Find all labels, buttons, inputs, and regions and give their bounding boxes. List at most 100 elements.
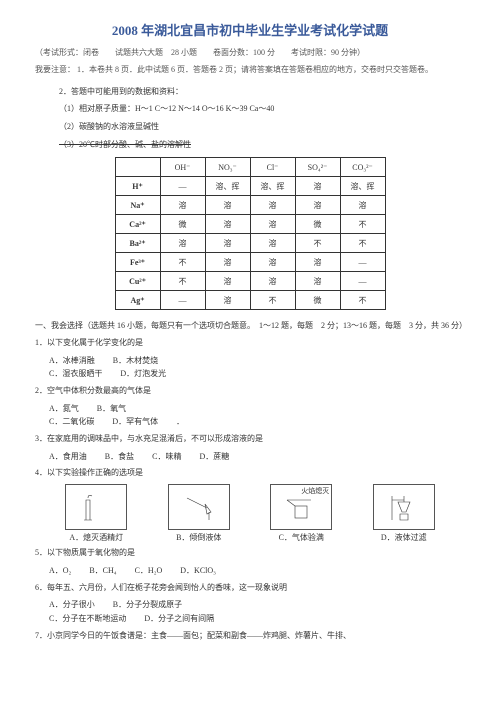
table-cell: 溶、挥 (205, 177, 250, 196)
table-cell: 溶 (295, 177, 340, 196)
q2-d: D．罕有气体 (112, 415, 158, 429)
table-cell: 溶 (205, 215, 250, 234)
table-cell: 溶、挥 (250, 177, 295, 196)
table-cell: 不 (295, 234, 340, 253)
q2-c: C．二氧化碳 (49, 415, 94, 429)
table-cell: 不 (340, 234, 385, 253)
table-header: OH⁻ (160, 158, 205, 177)
q4-img-c: 火焰熄灭 (270, 484, 332, 530)
q4: 4．以下实验操作正确的选项是 (35, 467, 465, 480)
table-cell: 溶 (160, 234, 205, 253)
table-cell: 溶 (250, 215, 295, 234)
table-cell: 溶 (295, 272, 340, 291)
solubility-table: OH⁻NO₃⁻Cl⁻SO₄²⁻CO₃²⁻ H⁺—溶、挥溶、挥溶溶、挥Na⁺溶溶溶… (115, 157, 386, 310)
q3-opts: A．食用油 B．食盐 C．味精 D．蔗糖 (49, 450, 465, 464)
table-cell: 溶 (250, 234, 295, 253)
table-cell: 不 (250, 291, 295, 310)
table-cell: 不 (340, 215, 385, 234)
table-row: Ag⁺—溶不微不 (115, 291, 385, 310)
table-cell: 不 (340, 291, 385, 310)
q5-a: A．O₂ (49, 564, 71, 578)
table-header (115, 158, 160, 177)
q1-b: B．木材焚烧 (113, 354, 158, 368)
notice-2-3: （3）20℃时部分酸、碱、盐的溶解性 (59, 138, 465, 152)
q4-label-c: 火焰熄灭 (301, 486, 329, 496)
table-cell: Fe³⁺ (115, 253, 160, 272)
q2-opts: A．氮气 B．氧气 C．二氧化碳 D．罕有气体 ． (49, 402, 465, 429)
table-row: Na⁺溶溶溶溶溶 (115, 196, 385, 215)
table-cell: Cu²⁺ (115, 272, 160, 291)
q5-b: B．CH₄ (89, 564, 116, 578)
table-header: CO₃²⁻ (340, 158, 385, 177)
table-cell: Ba²⁺ (115, 234, 160, 253)
q6-opts: A．分子很小 B．分子分裂成原子 C．分子在不断地运动 D．分子之间有间隔 (49, 598, 465, 625)
q4-img-a (65, 484, 127, 530)
notice-2-2: （2）碳酸钠的水溶液显碱性 (59, 120, 465, 134)
table-row: Ba²⁺溶溶溶不不 (115, 234, 385, 253)
q3-a: A．食用油 (49, 450, 87, 464)
table-header: Cl⁻ (250, 158, 295, 177)
q1: 1．以下变化属于化学变化的是 (35, 337, 465, 350)
table-cell: 微 (295, 291, 340, 310)
q3-b: B．食盐 (105, 450, 134, 464)
q6-d: D．分子之间有间隔 (144, 612, 214, 626)
table-cell: 溶 (295, 196, 340, 215)
table-cell: 溶 (205, 234, 250, 253)
q2: 2．空气中体积分数最高的气体是 (35, 385, 465, 398)
table-cell: Ca²⁺ (115, 215, 160, 234)
notice: 我要注意： 1．本卷共 8 页．此中试题 6 页．答题卷 2 页；请将答案填在答… (35, 64, 465, 77)
notice-2-1: （1）相对原子质量：H～1 C～12 N～14 O～16 K～39 Ca～40 (59, 102, 465, 116)
q5-d: D．KClO₃ (180, 564, 216, 578)
table-cell: — (160, 177, 205, 196)
table-cell: 溶 (250, 196, 295, 215)
table-cell: 不 (160, 253, 205, 272)
q4-cap-a: A．熄灭酒精灯 (65, 532, 127, 543)
q6-c: C．分子在不断地运动 (49, 612, 126, 626)
table-cell: 不 (160, 272, 205, 291)
q3: 3．在家庭用的调味品中，与水充足混淆后，不可以形成溶液的是 (35, 433, 465, 446)
q4-img-d (373, 484, 435, 530)
table-cell: H⁺ (115, 177, 160, 196)
q5: 5．以下物质属于氧化物的是 (35, 547, 465, 560)
page-title: 2008 年湖北宜昌市初中毕业生学业考试化学试题 (35, 20, 465, 39)
q7: 7．小京同学今日的午饭食谱是：主食——面包；配菜和副食——炸鸡腿、炸薯片、牛排、 (35, 630, 465, 643)
section-1: 一、我会选择（选题共 16 小题，每题只有一个选项切合题意。 1～12 题，每题… (35, 320, 465, 333)
table-cell: Ag⁺ (115, 291, 160, 310)
q4-cap-d: D．液体过滤 (373, 532, 435, 543)
q1-opts: A．冰棒消融 B．木材焚烧 C．湿衣服晒干 D．灯泡发光 (49, 354, 465, 381)
table-cell: 溶、挥 (340, 177, 385, 196)
table-cell: Na⁺ (115, 196, 160, 215)
q3-d: D．蔗糖 (199, 450, 229, 464)
q4-img-b (168, 484, 230, 530)
table-cell: 溶 (205, 253, 250, 272)
table-cell: — (340, 272, 385, 291)
q2-b: B．氧气 (97, 402, 126, 416)
table-row: Cu²⁺不溶溶溶— (115, 272, 385, 291)
q4-cap-b: B．倾倒液体 (168, 532, 230, 543)
table-cell: — (340, 253, 385, 272)
table-cell: 溶 (205, 291, 250, 310)
table-cell: 溶 (250, 253, 295, 272)
table-row: Ca²⁺微溶溶微不 (115, 215, 385, 234)
table-header: NO₃⁻ (205, 158, 250, 177)
q3-c: C．味精 (152, 450, 181, 464)
table-cell: 溶 (160, 196, 205, 215)
table-row: Fe³⁺不溶溶溶— (115, 253, 385, 272)
table-cell: 溶 (340, 196, 385, 215)
table-row: H⁺—溶、挥溶、挥溶溶、挥 (115, 177, 385, 196)
exam-info: （考试形式：闭卷 试题共六大题 28 小题 卷面分数：100 分 考试时限：90… (35, 47, 465, 58)
q1-a: A．冰棒消融 (49, 354, 95, 368)
q6-a: A．分子很小 (49, 598, 95, 612)
q5-c: C．H₂O (135, 564, 163, 578)
q6: 6．每年五、六月份，人们在栀子花旁会闻到怡人的香味，这一现象说明 (35, 582, 465, 595)
q1-d: D．灯泡发光 (120, 367, 166, 381)
q2-a: A．氮气 (49, 402, 79, 416)
table-cell: 微 (295, 215, 340, 234)
table-cell: 溶 (295, 253, 340, 272)
table-cell: 溶 (250, 272, 295, 291)
q1-c: C．湿衣服晒干 (49, 367, 102, 381)
q4-cap-c: C．气体验满 (270, 532, 332, 543)
notice-1: 1．本卷共 8 页．此中试题 6 页．答题卷 2 页；请将答案填在答题卷相应的地… (77, 65, 433, 74)
q5-opts: A．O₂ B．CH₄ C．H₂O D．KClO₃ (49, 564, 465, 578)
table-cell: 微 (160, 215, 205, 234)
